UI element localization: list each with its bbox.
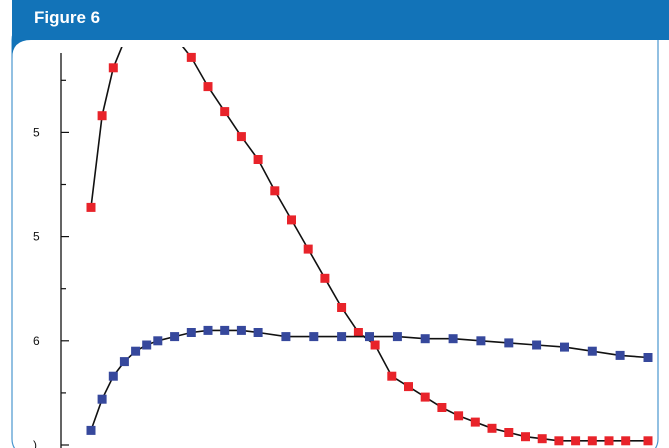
- series-1-point-23: [560, 342, 569, 352]
- series-0-point-8: [186, 52, 196, 62]
- series-1-point-26: [643, 353, 653, 362]
- series-0-point-12: [253, 155, 263, 164]
- series-1-point-9: [203, 325, 213, 335]
- series-1-point-4: [131, 346, 141, 356]
- series-1-point-2: [108, 371, 118, 381]
- series-0-point-15: [303, 244, 313, 254]
- series-0-point-9: [203, 82, 213, 92]
- series-0-point-23: [437, 403, 447, 412]
- series-1-point-7: [170, 332, 180, 342]
- series-0-point-2: [108, 63, 118, 73]
- series-1-point-20: [476, 336, 486, 346]
- figure-title: Figure 6: [34, 8, 100, 27]
- series-0-point-18: [353, 328, 363, 337]
- series-1-point-5: [142, 340, 152, 350]
- series-1-point-19: [448, 334, 458, 344]
- series-1-point-16: [365, 332, 374, 342]
- series-0-point-0: [86, 202, 96, 212]
- series-0-point-34: [621, 436, 631, 446]
- series-0-point-11: [236, 132, 246, 142]
- series-0-point-35: [643, 436, 653, 446]
- y-tick-label-2: 6: [33, 334, 40, 348]
- series-0-point-24: [454, 411, 464, 421]
- series-1-point-25: [615, 350, 625, 360]
- series-0-point-19: [370, 340, 380, 350]
- series-1-point-18: [420, 334, 430, 344]
- series-0-point-27: [504, 428, 514, 437]
- series-1-point-17: [392, 332, 402, 342]
- series-1-point-13: [281, 332, 291, 342]
- series-1-point-12: [253, 328, 263, 337]
- series-0-point-10: [220, 107, 230, 117]
- series-0-point-32: [587, 436, 597, 446]
- series-0-point-21: [404, 382, 413, 392]
- series-1-point-3: [119, 357, 129, 367]
- series-0-point-28: [521, 432, 530, 442]
- chart-area: ) 6 5 5: [33, 47, 653, 448]
- series-0-point-17: [337, 303, 347, 312]
- y-tick-label-4: 5: [33, 230, 40, 244]
- series-1-point-15: [337, 332, 347, 342]
- series-1-point-10: [220, 325, 230, 335]
- series-0-point-33: [604, 436, 614, 446]
- series-1-point-0: [86, 425, 96, 435]
- series-0-point-14: [287, 215, 296, 225]
- series-1-point-24: [587, 346, 597, 356]
- series-0-point-31: [571, 436, 581, 446]
- series-0-point-26: [487, 423, 497, 433]
- series-0-point-13: [270, 186, 280, 196]
- series-1-point-21: [504, 338, 514, 348]
- series-1-point-8: [186, 328, 196, 337]
- series-0-point-22: [420, 392, 430, 402]
- y-tick-label-0: ): [33, 438, 37, 448]
- series-1-point-22: [532, 340, 542, 350]
- figure-header: [0, 0, 669, 59]
- series-0-point-30: [554, 436, 564, 446]
- series-0-point-20: [387, 371, 397, 381]
- series-1-point-1: [97, 394, 107, 404]
- series-0-point-25: [470, 417, 480, 427]
- plot-series-group: [86, 47, 653, 446]
- y-tick-label-6: 5: [33, 125, 40, 139]
- series-0-point-16: [320, 273, 330, 283]
- series-0-point-1: [97, 111, 107, 121]
- series-1-point-14: [309, 332, 319, 342]
- series-0-point-29: [537, 434, 547, 444]
- series-1-point-6: [153, 336, 163, 346]
- series-1-point-11: [236, 325, 246, 335]
